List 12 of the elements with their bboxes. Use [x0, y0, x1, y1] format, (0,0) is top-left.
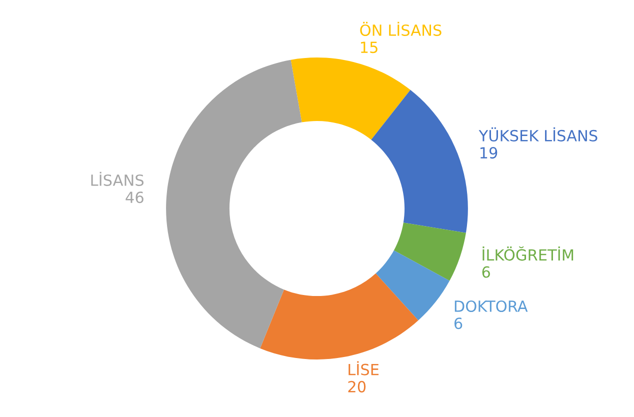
slice-label: LİSANS: [91, 172, 144, 186]
data-label: 6: [454, 318, 462, 330]
data-label: 6: [482, 266, 490, 278]
slice-label: İLKÖĞRETİM: [482, 246, 574, 261]
data-label: 20: [348, 380, 366, 392]
data-label: 19: [480, 147, 498, 159]
data-label: 15: [360, 42, 378, 54]
slice-label: YÜKSEK LİSANS: [478, 127, 598, 142]
slice-label: LİSE: [348, 361, 379, 376]
slice-label: DOKTORA: [454, 300, 528, 312]
slice-label: ÖN LİSANS: [360, 22, 442, 36]
data-label: 46: [126, 192, 144, 204]
